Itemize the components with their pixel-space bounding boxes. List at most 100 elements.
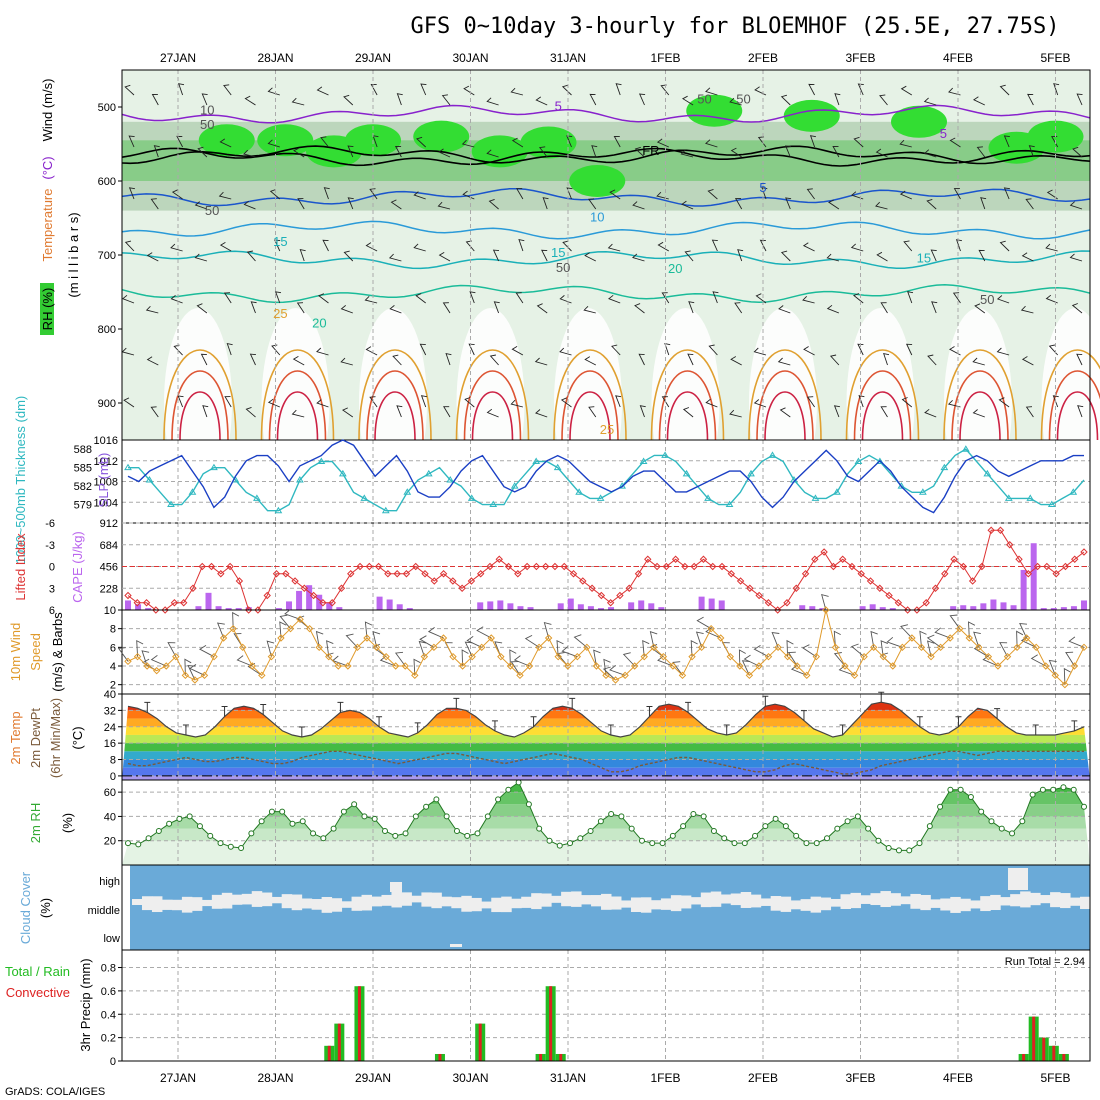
wind10m-frame <box>121 609 1091 695</box>
rh-marker <box>299 818 306 825</box>
cloud-gap <box>481 901 492 909</box>
rh-marker <box>1019 818 1026 825</box>
precip-convective-bar <box>1052 1045 1056 1061</box>
surface-wind-barb <box>850 643 865 658</box>
contour-label: 50 <box>697 91 711 106</box>
temp-band <box>122 751 1090 760</box>
cloud-gap <box>391 891 402 908</box>
wind-barb <box>535 409 548 418</box>
rh-marker <box>310 830 317 837</box>
lifted-tick-label: -3 <box>45 540 55 552</box>
wind-barb <box>730 356 742 366</box>
bottom-date-label: 2FEB <box>748 1071 778 1085</box>
wind-barb <box>219 242 232 252</box>
wind-barb <box>292 356 305 366</box>
wind-barb <box>806 188 815 200</box>
slp-tick-label: 1016 <box>94 435 118 447</box>
cloud-gap <box>860 895 871 904</box>
wind10m-unit-label: (m/s) & Barbs <box>50 612 65 692</box>
rh-label: RH (%) <box>40 288 55 331</box>
thickness-marker <box>704 494 712 501</box>
rh-marker <box>762 823 769 830</box>
rh-marker <box>1081 803 1087 810</box>
minmax-whisker <box>839 724 846 735</box>
cloud-gap <box>521 896 532 908</box>
wind-barb <box>900 85 913 96</box>
lifted-marker <box>152 606 160 614</box>
top-date-label: 31JAN <box>550 51 586 65</box>
cloud-gap <box>770 896 782 911</box>
wind-barb <box>510 399 524 408</box>
lifted-marker <box>523 562 531 571</box>
dry-zone <box>651 308 720 498</box>
cape-bar <box>859 606 866 610</box>
wind-barb <box>250 301 257 314</box>
lifted-marker <box>820 548 828 556</box>
cape-tick-label: 684 <box>100 540 118 552</box>
dry-zone <box>359 308 427 498</box>
wind-barb <box>611 344 621 356</box>
wind-barb <box>297 198 305 210</box>
temp-tick-label: 24 <box>104 722 116 734</box>
precip-convective-bar <box>357 986 361 1061</box>
rh-marker <box>196 823 203 830</box>
lifted-marker <box>913 606 921 614</box>
lifted-marker <box>681 562 689 571</box>
wind-speed-marker <box>554 652 562 661</box>
lifted-marker <box>1061 562 1070 571</box>
cloud-gap <box>740 892 752 908</box>
lifted-marker <box>838 555 847 563</box>
wind-barb <box>903 240 913 252</box>
lifted-marker <box>337 584 346 592</box>
wind-barb <box>150 406 159 418</box>
wind-barb <box>712 291 719 304</box>
rh-marker <box>998 825 1005 832</box>
minmax-whisker <box>414 722 421 733</box>
wind-barb <box>927 354 937 366</box>
lifted-marker <box>931 584 940 592</box>
wind-barb <box>291 97 305 106</box>
rh-marker <box>680 823 687 830</box>
temp-tick-label: 16 <box>104 738 116 750</box>
lifted-marker <box>532 562 541 571</box>
temp-band <box>122 702 1090 711</box>
wind-barb <box>780 250 791 262</box>
slp-line <box>127 439 1084 514</box>
thickness-marker <box>983 469 992 477</box>
lifted-marker <box>272 570 281 578</box>
cape-tick-label: 228 <box>100 583 118 595</box>
rh-marker <box>947 786 954 793</box>
precip-convective-bar <box>1042 1037 1046 1061</box>
warm-isotherm-loop <box>163 349 237 441</box>
lifted-marker <box>291 577 299 585</box>
wind-barb <box>584 356 597 366</box>
cloud-gap <box>361 894 372 911</box>
wind-barb <box>510 87 524 96</box>
rh-marker <box>793 832 800 839</box>
surface-wind-barb <box>1068 636 1085 648</box>
thickness-marker <box>918 488 927 495</box>
rh-marker <box>268 808 275 815</box>
thickness-marker <box>854 457 863 465</box>
precip-tick-label: 0 <box>110 1056 116 1068</box>
contour-label: 50 <box>200 117 214 132</box>
wind-barb <box>296 302 305 314</box>
wind-barb <box>340 305 353 314</box>
lifted-cape-panel: -6 -3 0 3 6 912 684 456 228 Lifted Index CAPE (J/k… <box>13 518 1091 617</box>
contour-label: 50 <box>205 203 219 218</box>
cloud-gap <box>461 895 472 912</box>
surface-wind-barb <box>136 639 144 657</box>
surface-wind-barb <box>184 658 192 676</box>
wind-speed-marker <box>382 652 390 661</box>
wind-speed-marker <box>869 643 878 652</box>
rh-marker <box>813 840 820 847</box>
lifted-marker <box>439 570 448 578</box>
wind-barb <box>1046 189 1058 200</box>
contour-label: 5 <box>940 126 947 141</box>
wind-barb <box>274 291 282 304</box>
minmax-whisker <box>1032 724 1039 735</box>
minmax-whisker <box>182 724 189 735</box>
warm-isotherm-loop <box>658 370 717 441</box>
cape-bar <box>386 599 393 610</box>
